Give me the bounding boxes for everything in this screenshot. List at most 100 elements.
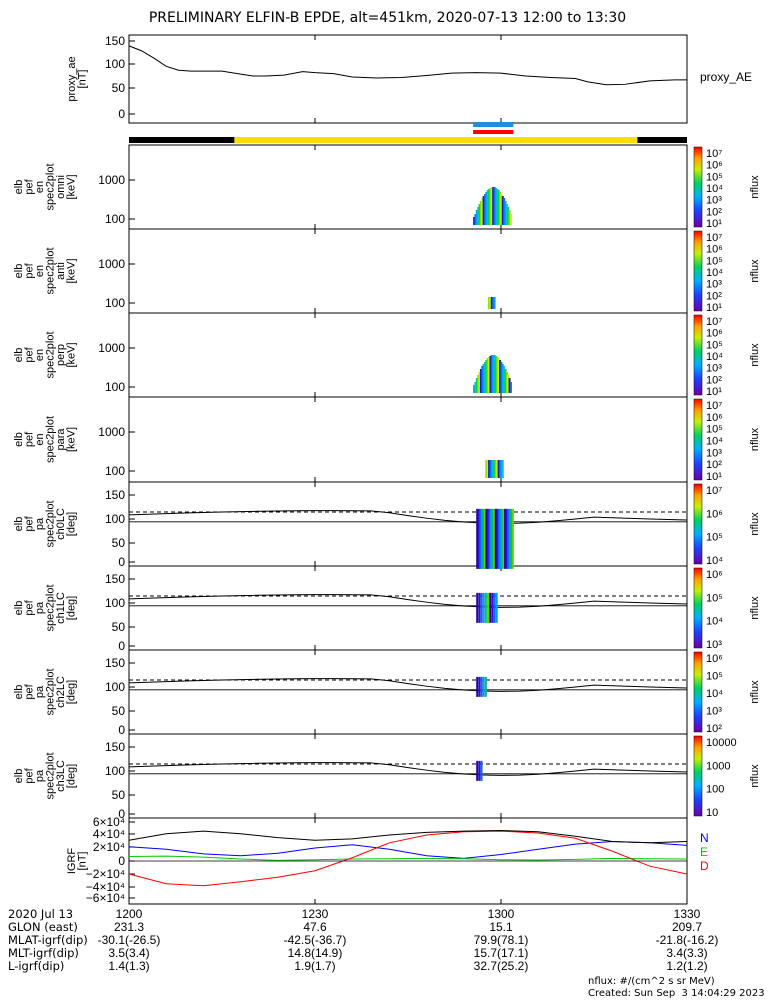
ytick-label-igrf-0: 6×10⁴ — [93, 815, 125, 829]
spec-cell-p2-27 — [509, 382, 512, 393]
ylabel-elb_pef_en_spec2plot_perp-0: elb — [13, 348, 25, 363]
ylabel-elb_pef_pa_spec2plot_ch1LC-3: spec2plot — [44, 584, 56, 631]
pa-cell-p0-13 — [496, 508, 499, 569]
footer-row-4-value-0: 1.4(1.3) — [108, 959, 149, 973]
spec-cell-p2-15 — [493, 355, 496, 393]
pa-cell-p2-0 — [476, 676, 479, 697]
colorbar-tick-elb_pef_pa_spec2plot_ch1LC-2: 10⁴ — [706, 616, 723, 628]
ytick-label-elb_pef_en_spec2plot_anti-1: 100 — [105, 296, 125, 310]
spec-cell-p3-9 — [485, 460, 488, 478]
colorbar-tick-elb_pef_pa_spec2plot_ch1LC-1: 10⁵ — [706, 592, 723, 604]
ytick-label-igrf-1: 4×10⁴ — [93, 827, 125, 841]
spec-cell-p2-24 — [505, 372, 508, 393]
spec-cell-p3-20 — [500, 460, 503, 478]
spec-cell-p1-15 — [493, 297, 496, 309]
colorbar-tick-elb_pef_en_spec2plot_omni-3: 10⁴ — [706, 183, 723, 195]
panel-frame-elb_pef_pa_spec2plot_ch3LC — [128, 733, 688, 819]
spec-cell-p2-12 — [489, 356, 492, 393]
colorbar-tick-elb_pef_en_spec2plot_omni-2: 10⁵ — [706, 171, 723, 183]
spec-cell-p0-23 — [504, 201, 507, 225]
pa-cell-p1-6 — [489, 592, 492, 623]
colorbar-tick-elb_pef_en_spec2plot_para-4: 10³ — [706, 447, 722, 459]
spec-cell-p0-14 — [492, 187, 495, 225]
spec-cell-p2-21 — [501, 364, 504, 393]
ylabel-elb_pef_pa_spec2plot_ch3LC-1: pef — [23, 767, 35, 783]
panel-frame-elb_pef_en_spec2plot_omni — [128, 144, 688, 230]
ytick-label-elb_pef_en_spec2plot_perp-1: 100 — [105, 380, 125, 394]
colorbar-tick-elb_pef_en_spec2plot_perp-6: 10¹ — [706, 386, 722, 398]
colorbar-tick-elb_pef_pa_spec2plot_ch0LC-0: 10⁷ — [706, 485, 722, 497]
spec-cell-p3-18 — [497, 460, 500, 478]
colorbar-tick-elb_pef_en_spec2plot_para-2: 10⁵ — [706, 424, 723, 436]
spec-cell-p2-25 — [507, 375, 510, 393]
ytick-label-proxy_ae-2: 50 — [112, 81, 126, 95]
spec-cell-p2-14 — [492, 355, 495, 393]
pa-cell-p0-15 — [499, 508, 502, 569]
ylabel-elb_pef_pa_spec2plot_ch3LC-5: [deg] — [65, 764, 77, 788]
footer-row-3-value-2: 15.7(17.1) — [474, 946, 529, 960]
footer-row-4-value-3: 1.2(1.2) — [666, 959, 707, 973]
colorbar-tick-elb_pef_en_spec2plot_omni-6: 10¹ — [706, 218, 722, 230]
pa-cell-p2-3 — [482, 676, 485, 697]
spec-cell-p2-11 — [488, 357, 491, 393]
spec-cell-p0-8 — [484, 194, 487, 225]
colorbar-tick-elb_pef_en_spec2plot_perp-3: 10⁴ — [706, 351, 723, 363]
ylabel-elb_pef_en_spec2plot_omni-0: elb — [13, 180, 25, 195]
pa-cell-p0-17 — [502, 508, 505, 569]
ytick-label-igrf-2: 2×10⁴ — [93, 840, 125, 854]
pa-cell-p2-1 — [478, 676, 481, 697]
colorbar-tick-elb_pef_en_spec2plot_perp-4: 10³ — [706, 363, 722, 375]
colorbar-tick-elb_pef_en_spec2plot_anti-0: 10⁷ — [706, 232, 722, 244]
ylabel-proxy_ae-1: [nT] — [76, 70, 88, 89]
ylabel-elb_pef_pa_spec2plot_ch3LC-3: spec2plot — [44, 752, 56, 799]
footer-row-4-label: L-igrf(dip) — [8, 959, 65, 973]
spec-cell-p3-17 — [496, 460, 499, 478]
figure-title: PRELIMINARY ELFIN-B EPDE, alt=451km, 202… — [148, 10, 627, 26]
spec-cell-p0-4 — [478, 204, 481, 225]
xtick-label-1: 1230 — [302, 907, 329, 921]
colorbar-tick-elb_pef_pa_spec2plot_ch0LC-2: 10⁵ — [706, 532, 723, 544]
spec-cell-p0-21 — [501, 196, 504, 225]
pa-cell-p0-16 — [501, 508, 503, 569]
pa-cell-p3-0 — [476, 760, 479, 781]
colorbar-tick-elb_pef_pa_spec2plot_ch3LC-0: 10000 — [706, 737, 737, 749]
spec-cell-p2-2 — [475, 378, 478, 393]
ylabel-elb_pef_en_spec2plot_anti-4: anti — [55, 262, 67, 280]
ylabel-elb_pef_en_spec2plot_omni-1: pef — [23, 178, 35, 194]
spec-cell-p0-2 — [475, 210, 478, 225]
ytick-label-elb_pef_pa_spec2plot_ch3LC-3: 0 — [118, 807, 125, 821]
ylabel-elb_pef_pa_spec2plot_ch1LC-2: pa — [34, 601, 46, 614]
colorbar-tick-elb_pef_pa_spec2plot_ch2LC-2: 10⁴ — [706, 688, 723, 700]
colorbar-elb_pef_en_spec2plot_para — [693, 398, 703, 481]
pa-cell-p0-21 — [508, 508, 511, 569]
spec-cell-p3-15 — [493, 460, 496, 478]
colorbar-tick-elb_pef_en_spec2plot_anti-6: 10¹ — [706, 302, 722, 314]
footer-row-0-label: 2020 Jul 13 — [8, 907, 74, 921]
spec-cell-p0-19 — [499, 192, 502, 225]
ylabel-elb_pef_pa_spec2plot_ch3LC-4: ch3LC — [55, 760, 67, 792]
footer-row-2-value-3: -21.8(-16.2) — [656, 933, 719, 947]
ylabel-elb_pef_pa_spec2plot_ch2LC-0: elb — [13, 685, 25, 700]
footer-row-1-value-3: 209.7 — [672, 920, 702, 934]
colorbar-tick-elb_pef_pa_spec2plot_ch3LC-1: 1000 — [706, 760, 730, 772]
panel-frame-elb_pef_pa_spec2plot_ch0LC — [128, 481, 688, 567]
footer-row-3-value-0: 3.5(3.4) — [108, 946, 149, 960]
spec-cell-p0-22 — [503, 198, 506, 225]
spec-cell-p2-19 — [499, 360, 502, 393]
ylabel-elb_pef_en_spec2plot_perp-2: en — [34, 349, 46, 361]
colorbar-tick-elb_pef_en_spec2plot_anti-2: 10⁵ — [706, 255, 723, 267]
ylabel-elb_pef_en_spec2plot_anti-3: spec2plot — [44, 247, 56, 294]
colorbar-elb_pef_pa_spec2plot_ch1LC — [693, 567, 703, 649]
pa-cell-p2-2 — [480, 676, 483, 697]
spec-cell-p2-4 — [478, 372, 481, 393]
colorbar-tick-elb_pef_en_spec2plot_omni-1: 10⁶ — [706, 160, 723, 172]
ytick-label-elb_pef_en_spec2plot_perp-0: 1000 — [98, 341, 125, 355]
spec-cell-p2-5 — [479, 369, 482, 393]
ylabel-elb_pef_en_spec2plot_para-4: para — [55, 428, 67, 451]
spec-cell-p2-13 — [490, 355, 493, 393]
footer-row-1-value-0: 231.3 — [114, 920, 144, 934]
footer-row-4-value-2: 32.7(25.2) — [474, 959, 529, 973]
ytick-label-elb_pef_en_spec2plot_anti-0: 1000 — [98, 257, 125, 271]
colorbar-elb_pef_pa_spec2plot_ch2LC — [693, 651, 703, 733]
igrf-legend-e: E — [700, 845, 708, 859]
